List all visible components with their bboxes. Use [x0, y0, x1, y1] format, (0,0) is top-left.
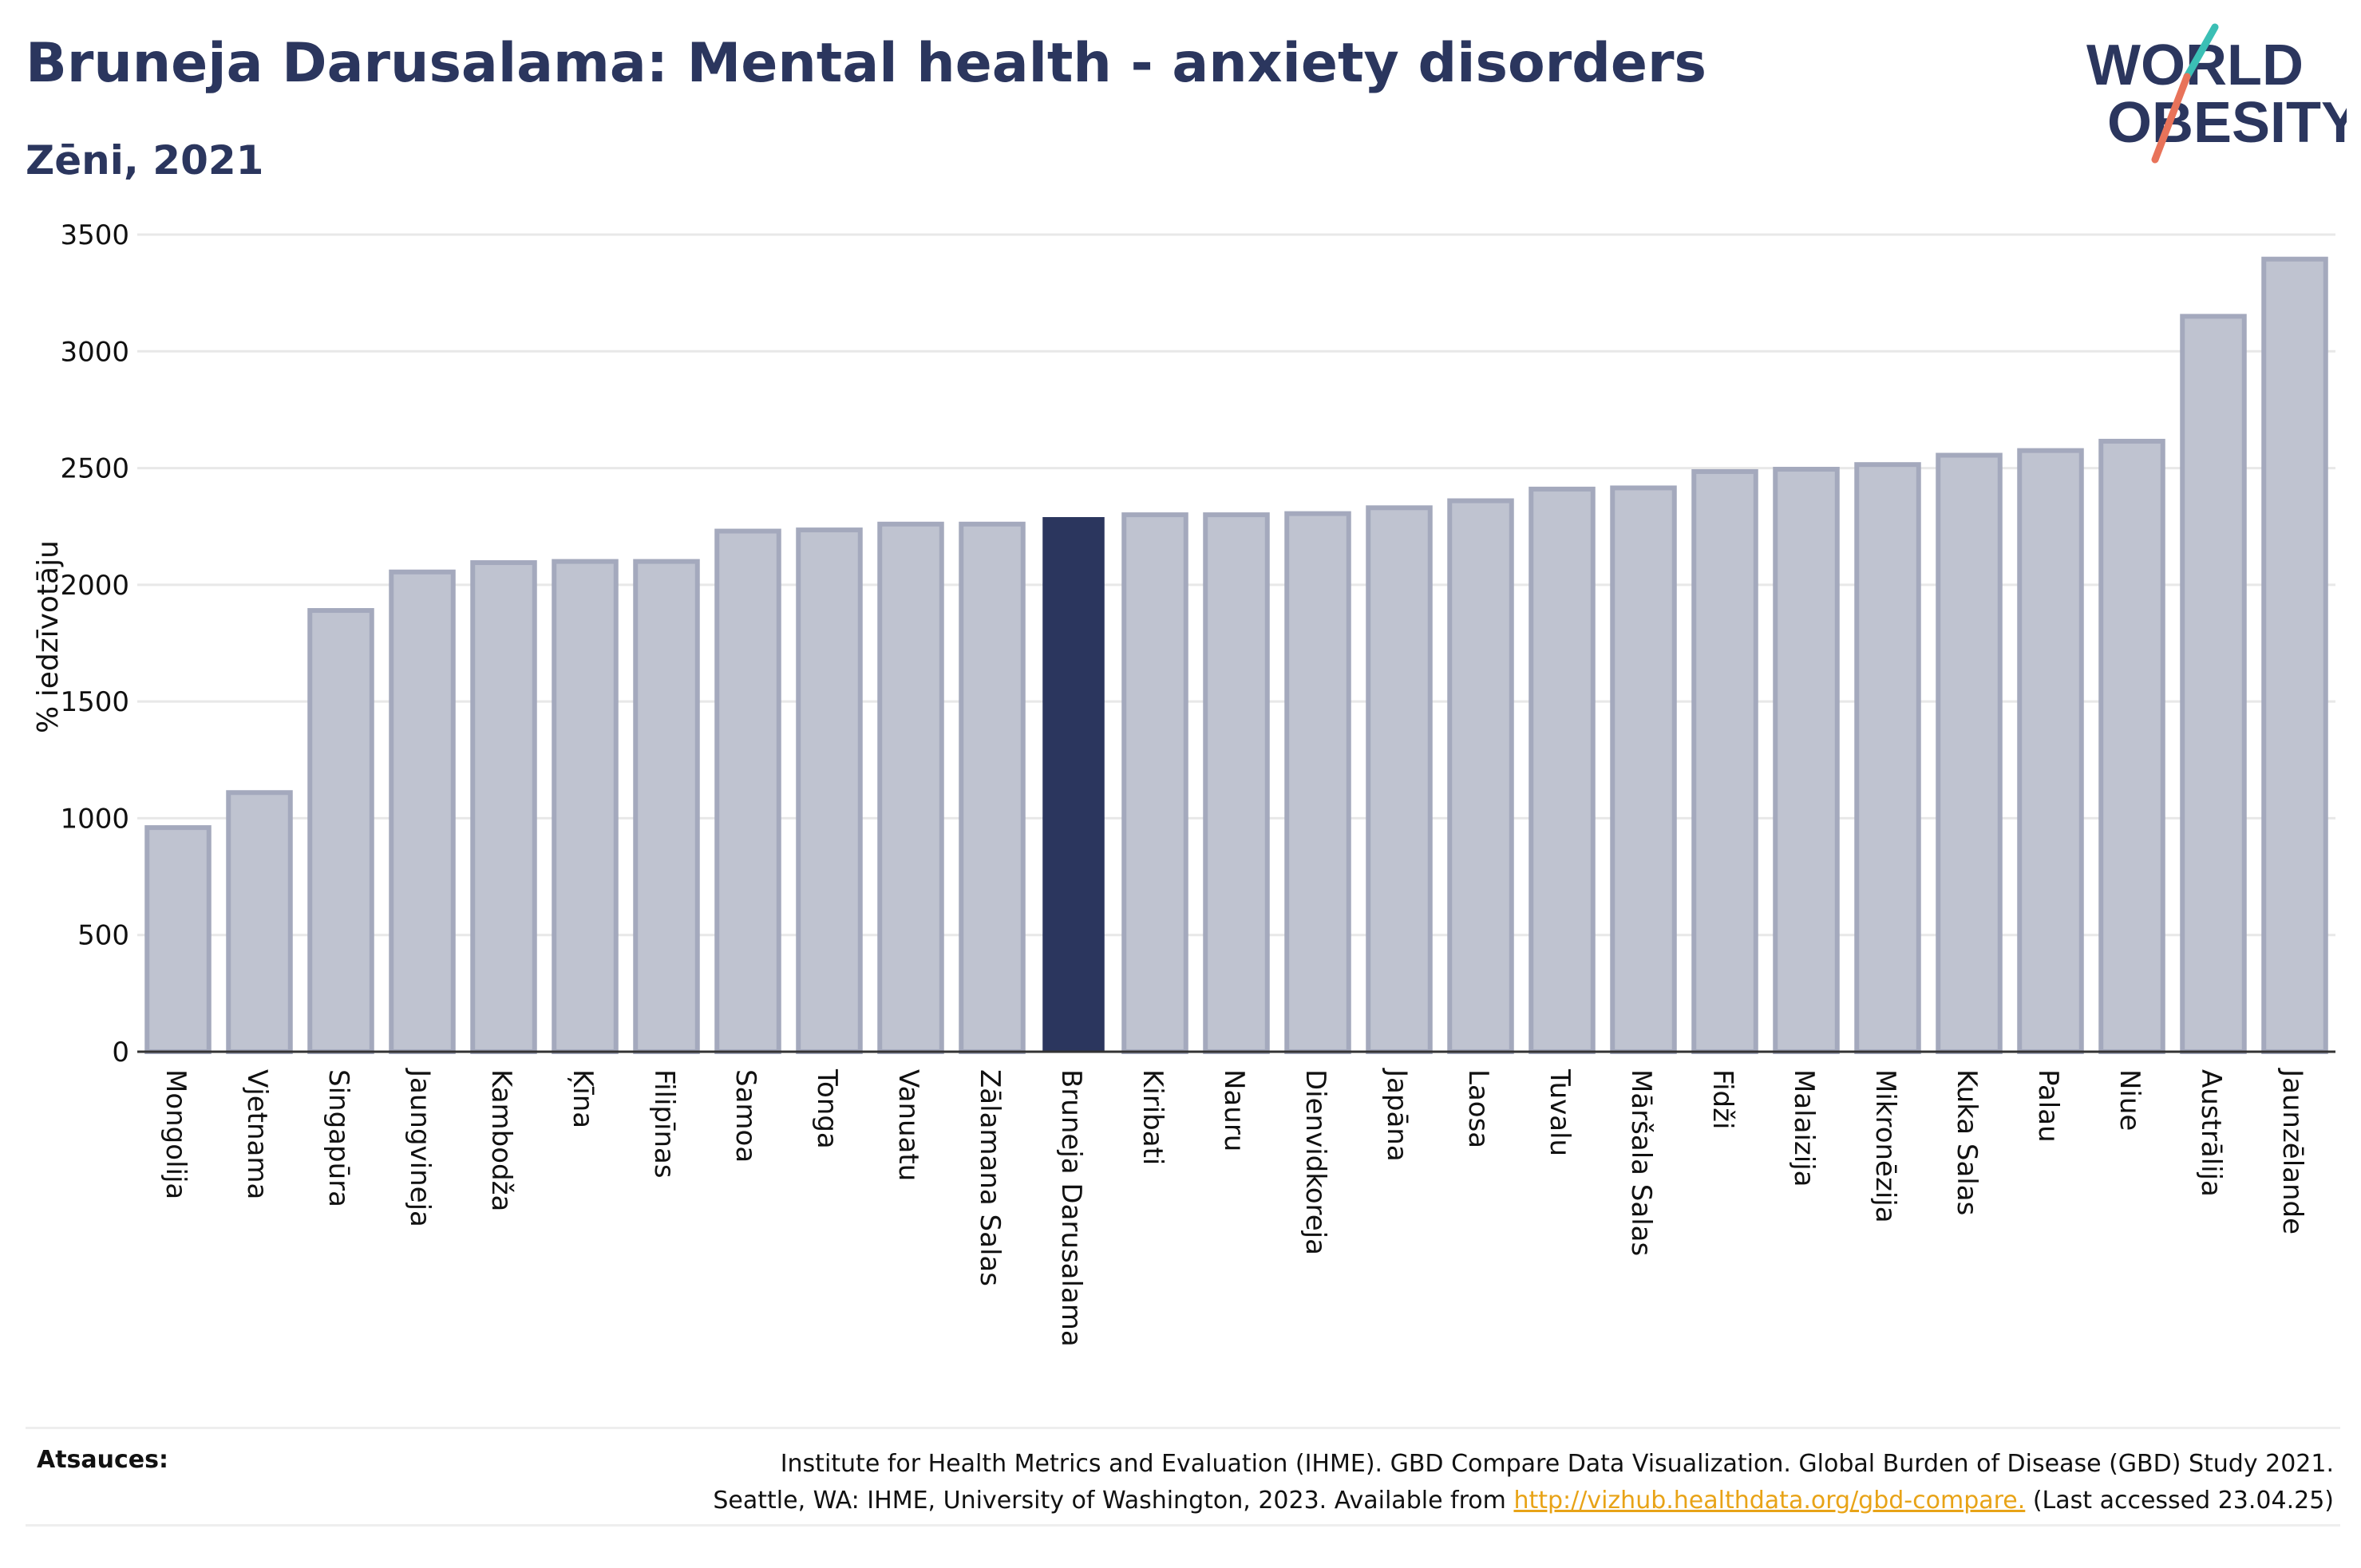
y-tick-label: 3500 [60, 219, 129, 251]
bar [470, 560, 537, 1054]
x-category-label: Malaizija [1788, 1069, 1820, 1187]
x-category-label: Vjetnama [241, 1069, 273, 1199]
x-category-label: Filipīnas [648, 1069, 680, 1179]
x-category-label: Jaungvineja [404, 1068, 436, 1227]
x-category-label: Palau [2032, 1069, 2064, 1143]
x-category-label: Niue [2114, 1069, 2145, 1131]
logo-slash-top [2183, 23, 2219, 81]
bar [1447, 498, 1514, 1054]
x-category-label: Samoa [730, 1069, 761, 1163]
x-category-label: Kambodža [485, 1069, 517, 1211]
x-category-label: Austrālija [2195, 1069, 2227, 1197]
bar [307, 608, 374, 1054]
source-line-2-suffix: (Last accessed 23.04.25) [2032, 1487, 2334, 1515]
bar [2098, 438, 2165, 1054]
bar [1284, 511, 1351, 1054]
y-tick-label: 1500 [60, 686, 129, 718]
x-category-label: Māršala Salas [1625, 1069, 1657, 1256]
bar [1529, 486, 1596, 1054]
bar [714, 528, 781, 1054]
source-link[interactable]: http://vizhub.healthdata.org/gbd-compare… [1513, 1487, 2026, 1515]
source-line-2-prefix: Seattle, WA: IHME, University of Washing… [713, 1487, 1506, 1515]
bars [144, 256, 2328, 1055]
logo-text-obesity: OBESITY [2107, 91, 2347, 155]
bar [226, 790, 293, 1054]
source-line-1: Institute for Health Metrics and Evaluat… [780, 1450, 2334, 1478]
footer-divider-top [26, 1427, 2340, 1429]
x-category-label: Fidži [1706, 1069, 1738, 1129]
x-category-label: Dienvidkoreja [1299, 1069, 1331, 1255]
bar [2180, 314, 2247, 1054]
source-line-2: Seattle, WA: IHME, University of Washing… [498, 1483, 2334, 1519]
bar [633, 559, 700, 1054]
page-title: Bruneja Darusalama: Mental health - anxi… [26, 32, 1707, 95]
x-category-label: Zālamana Salas [974, 1069, 1006, 1286]
x-category-label: Kiribati [1137, 1069, 1169, 1165]
x-category-label: Tonga [811, 1068, 843, 1149]
x-category-label: Vanuatu [892, 1069, 924, 1181]
x-axis-labels: Mongolija Vjetnama Singapūra Jaungvineja Kam… [160, 1068, 2308, 1347]
sources-label: Atsauces: [37, 1446, 168, 1474]
bar [877, 521, 944, 1054]
bar [1936, 452, 2003, 1054]
bar [1854, 462, 1921, 1054]
bar [1366, 505, 1433, 1054]
bar [1773, 467, 1840, 1054]
y-tick-label: 1000 [60, 803, 129, 835]
x-category-label: Tuvalu [1544, 1068, 1576, 1156]
bar [2017, 448, 2084, 1054]
y-axis-title: % iedzīvotāju [32, 540, 65, 733]
logo-slash-bottom [2151, 73, 2191, 164]
bar [1121, 512, 1188, 1054]
world-obesity-logo: WORLD OBESITY [2086, 23, 2347, 164]
bar [2261, 256, 2328, 1055]
y-tick-label: 2000 [60, 570, 129, 602]
bar [552, 559, 619, 1054]
x-category-label: Kuka Salas [1951, 1069, 1983, 1215]
x-category-label: Singapūra [322, 1069, 354, 1207]
bar [959, 521, 1026, 1054]
y-tick-label: 2500 [60, 453, 129, 485]
x-category-label: Laosa [1462, 1069, 1494, 1148]
x-category-label: Ķīna [567, 1069, 599, 1128]
bar-highlighted [1042, 517, 1105, 1052]
bar-chart: 0 500 1000 1500 2000 2500 3000 3500 Mongolija Vj… [32, 219, 2335, 1347]
page-subtitle: Zēni, 2021 [26, 137, 264, 184]
footer-divider-bottom [26, 1524, 2340, 1527]
x-category-label: Mikronēzija [1869, 1069, 1901, 1223]
bar [1691, 468, 1758, 1054]
x-category-label: Mongolija [160, 1069, 192, 1199]
x-category-label: Jaunzēlande [2276, 1068, 2308, 1234]
x-category-label: Nauru [1218, 1069, 1250, 1151]
bar [144, 825, 212, 1055]
y-tick-label: 500 [77, 920, 129, 952]
sources-text: Institute for Health Metrics and Evaluat… [498, 1446, 2334, 1519]
bar [1203, 512, 1270, 1054]
bar [389, 569, 456, 1054]
x-category-label: Japāna [1381, 1068, 1413, 1162]
y-tick-label: 3000 [60, 336, 129, 368]
x-category-label: Bruneja Darusalama [1055, 1069, 1087, 1347]
bar [1610, 485, 1677, 1054]
bar [796, 527, 863, 1054]
y-axis-ticks: 0 500 1000 1500 2000 2500 3000 3500 [60, 219, 129, 1068]
y-tick-label: 0 [112, 1037, 129, 1068]
